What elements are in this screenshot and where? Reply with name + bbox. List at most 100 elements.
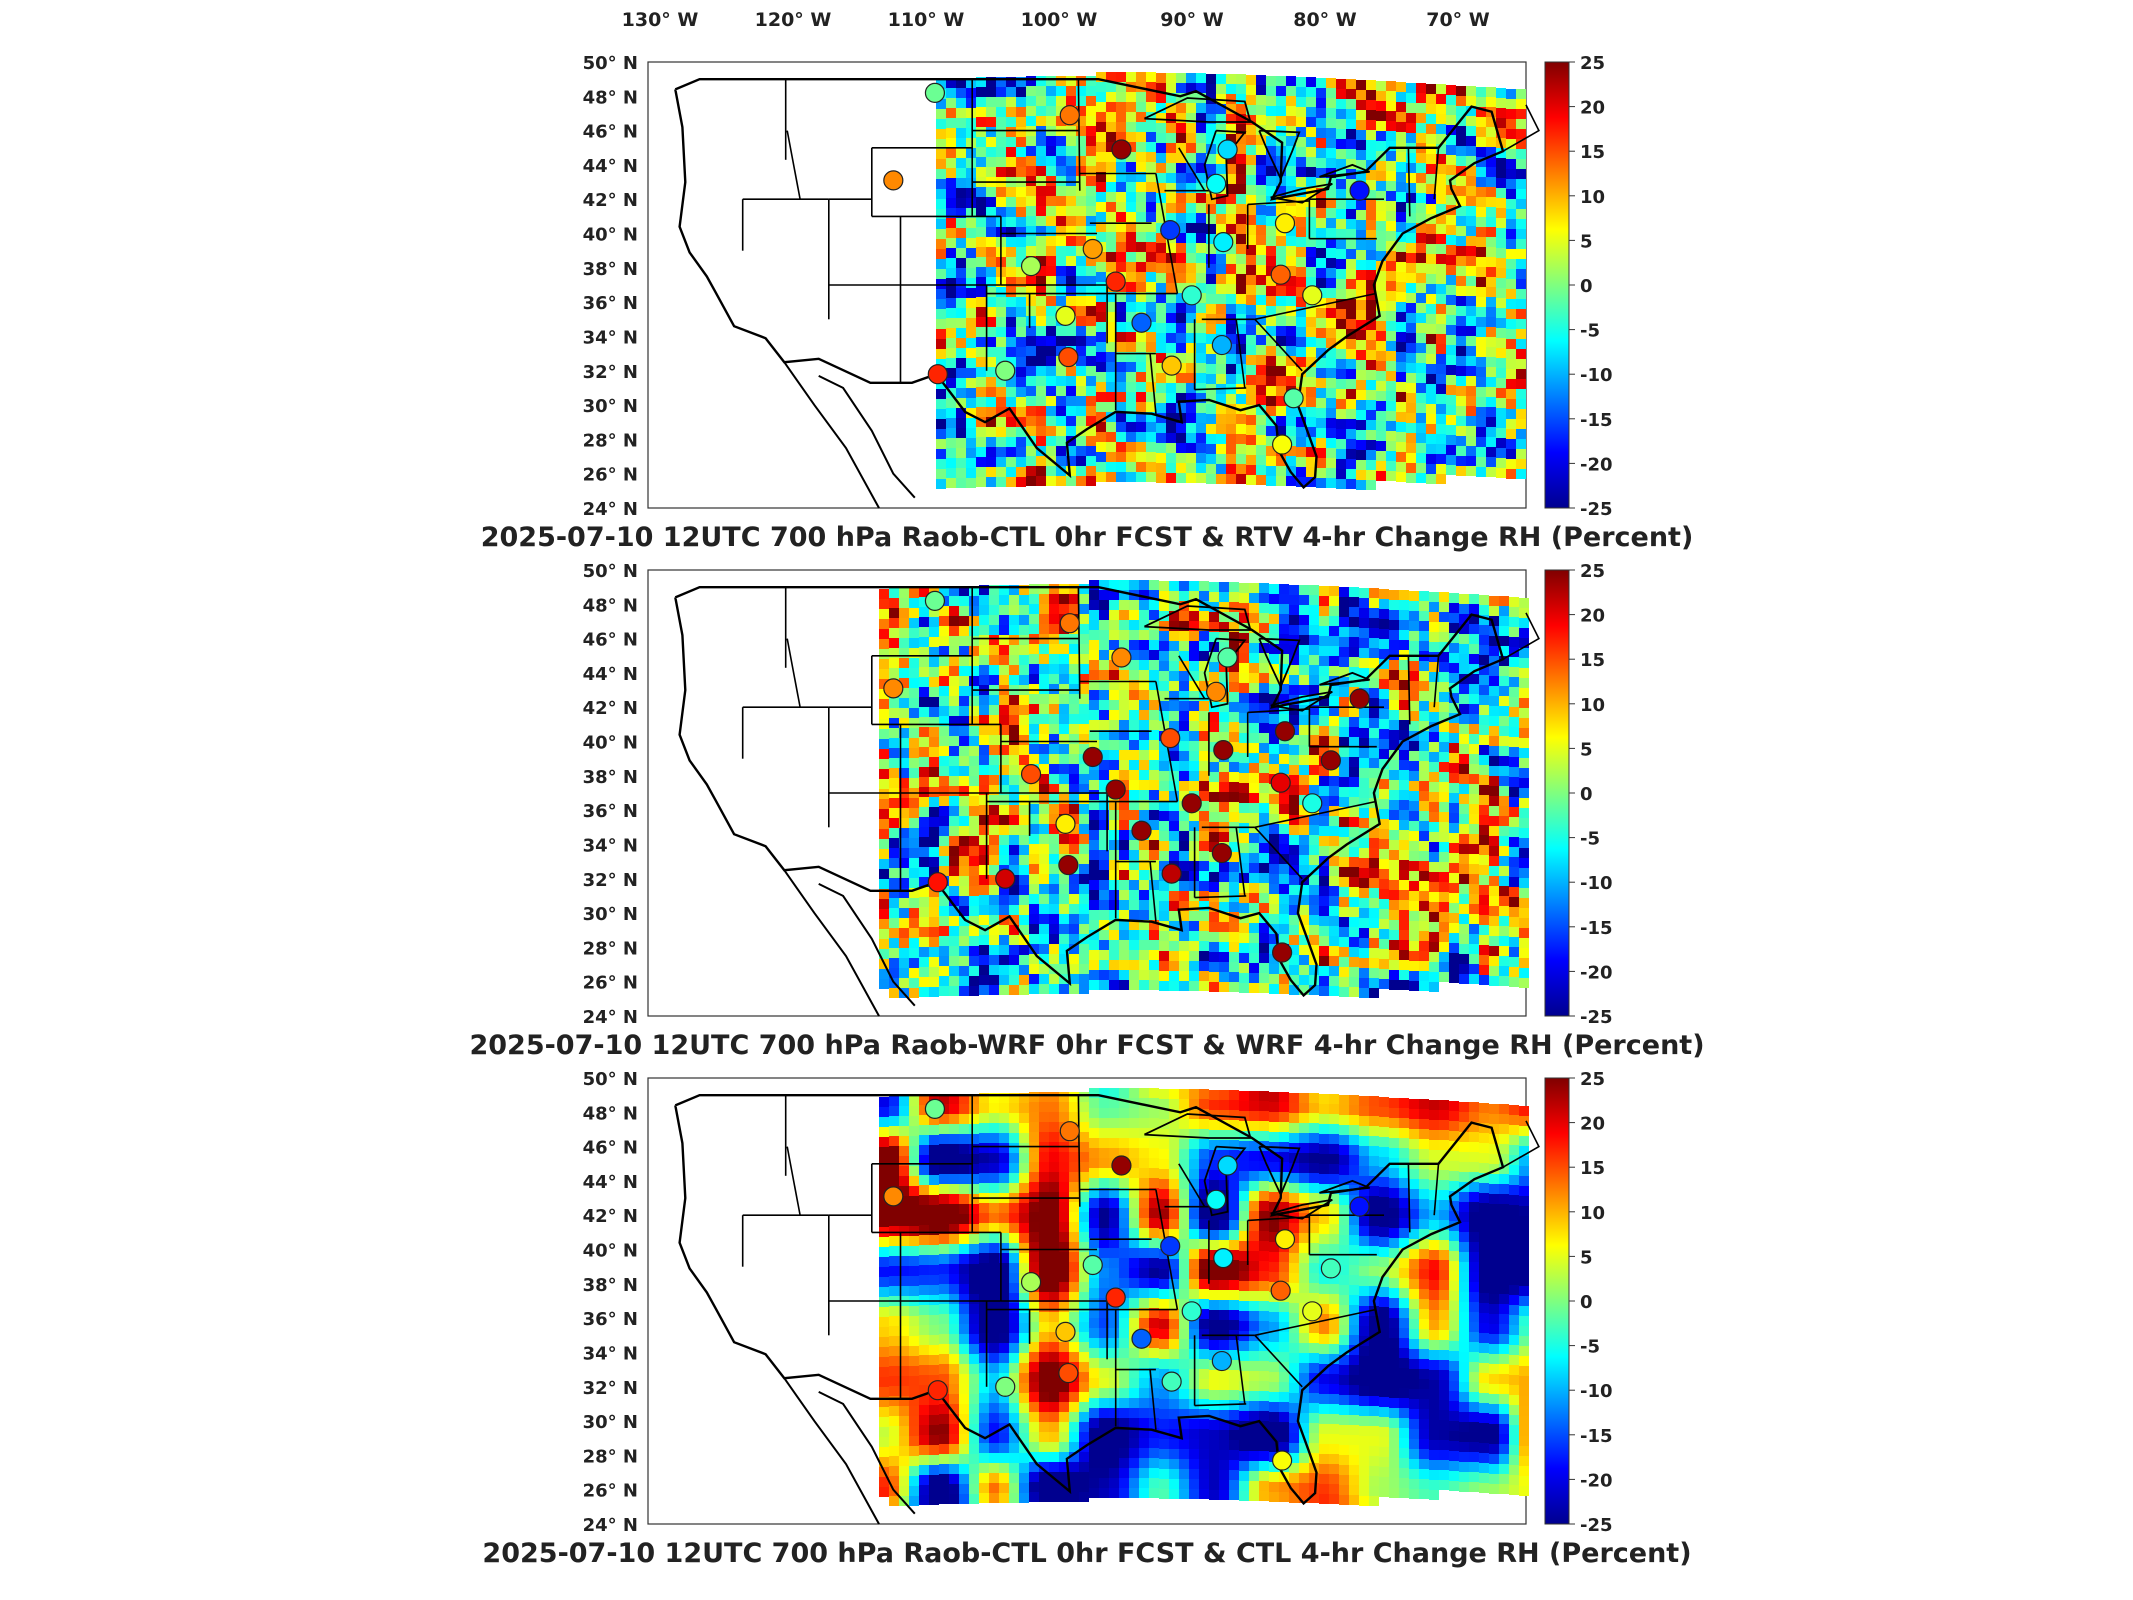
rh-cell (1136, 152, 1146, 162)
rh-cell (1466, 156, 1476, 166)
rh-cell (1109, 820, 1119, 830)
rh-cell (1439, 932, 1449, 942)
rh-cell (966, 368, 976, 378)
rh-cell (1516, 169, 1526, 179)
rh-cell (946, 438, 956, 448)
rh-cell (1366, 400, 1376, 410)
rh-cell (1029, 664, 1039, 674)
rh-cell (1239, 683, 1249, 693)
rh-cell (1436, 304, 1446, 314)
rh-cell (1449, 723, 1459, 733)
rh-cell (956, 88, 966, 98)
rh-cell (1216, 464, 1226, 474)
rh-cell (1069, 654, 1079, 664)
rh-cell (1449, 923, 1459, 933)
rh-cell (936, 149, 946, 159)
rh-cell (999, 925, 1009, 935)
rh-cell (1086, 336, 1096, 346)
rh-cell (1199, 791, 1209, 801)
rh-cell (1259, 733, 1269, 743)
rh-cell (1066, 196, 1076, 206)
rh-cell (1296, 287, 1306, 297)
rh-cell (1429, 842, 1439, 852)
rh-cell (919, 847, 929, 857)
rh-cell (1219, 602, 1229, 612)
rh-cell (1486, 447, 1496, 457)
rh-cell (946, 258, 956, 268)
rh-cell (996, 307, 1006, 317)
rh-cell (889, 708, 899, 718)
rh-cell (1516, 429, 1526, 439)
rh-cell (1389, 860, 1399, 870)
rh-cell (1179, 591, 1189, 601)
rh-cell (1106, 382, 1116, 392)
rh-cell (986, 347, 996, 357)
rh-cell (1319, 866, 1329, 876)
rh-cell (1469, 934, 1479, 944)
rh-cell (1326, 358, 1336, 368)
rh-cell (959, 756, 969, 766)
rh-cell (1146, 122, 1156, 132)
rh-cell (1366, 260, 1376, 270)
rh-cell (966, 328, 976, 338)
rh-cell (1496, 248, 1506, 258)
rh-cell (1436, 374, 1446, 384)
rh-cell (1139, 850, 1149, 860)
rh-cell (1466, 236, 1476, 246)
rh-cell (1196, 203, 1206, 213)
colorbar-tick-label: 0 (1580, 276, 1593, 297)
rh-cell (889, 728, 899, 738)
rh-cell (1416, 353, 1426, 363)
rh-cell (1386, 391, 1396, 401)
rh-cell (1019, 655, 1029, 665)
rh-cell (1339, 937, 1349, 947)
rh-cell (1496, 88, 1506, 98)
rh-cell (1326, 468, 1336, 478)
rh-cell (946, 198, 956, 208)
rh-cell (936, 259, 946, 269)
rh-cell (1076, 376, 1086, 386)
rh-cell (1126, 392, 1136, 402)
rh-cell (1216, 324, 1226, 334)
rh-cell (1316, 218, 1326, 228)
rh-cell (1276, 286, 1286, 296)
rh-cell (1126, 352, 1136, 362)
rh-cell (1366, 250, 1376, 260)
rh-cell (1286, 336, 1296, 346)
rh-cell (1456, 336, 1466, 346)
rh-cell (1196, 223, 1206, 233)
rh-cell (1396, 92, 1406, 102)
rh-cell (956, 258, 966, 268)
rh-cell (976, 377, 986, 387)
rh-cell (1406, 433, 1416, 443)
rh-cell (1256, 135, 1266, 145)
rh-cell (1299, 595, 1309, 605)
rh-cell (1416, 383, 1426, 393)
rh-cell (1126, 102, 1136, 112)
rh-cell (1029, 684, 1039, 694)
rh-cell (1056, 286, 1066, 296)
rh-cell (1486, 187, 1496, 197)
rh-cell (1269, 874, 1279, 884)
rh-cell (1079, 664, 1089, 674)
rh-cell (1346, 479, 1356, 489)
rh-cell (899, 948, 909, 958)
rh-cell (1129, 860, 1139, 870)
rh-cell (1116, 402, 1126, 412)
rh-cell (946, 218, 956, 228)
rh-cell (1016, 347, 1026, 357)
rh-cell (1486, 407, 1496, 417)
rh-cell (1406, 303, 1416, 313)
rh-cell (1116, 132, 1126, 142)
rh-cell (1379, 979, 1389, 989)
rh-cell (1269, 894, 1279, 904)
rh-cell (1046, 96, 1056, 106)
rh-cell (909, 948, 919, 958)
rh-cell (1049, 724, 1059, 734)
rh-cell (1019, 625, 1029, 635)
rh-cell (936, 459, 946, 469)
rh-cell (1369, 778, 1379, 788)
rh-cell (1496, 228, 1506, 238)
rh-cell (959, 856, 969, 866)
rh-cell (1126, 412, 1136, 422)
